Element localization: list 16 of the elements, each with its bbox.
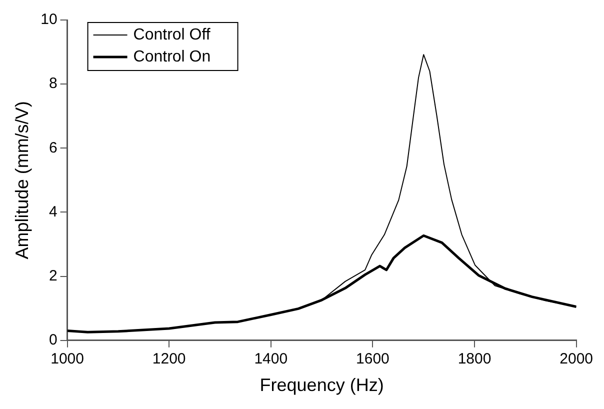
x-axis-title: Frequency (Hz) [260,375,384,396]
legend-label: Control On [133,48,211,66]
y-axis-title: Amplitude (mm/s/V) [12,101,32,260]
x-tick-label: 1800 [458,350,492,368]
x-tick-label: 1400 [254,350,288,368]
x-tick-label: 1600 [356,350,390,368]
y-tick-label: 10 [40,11,58,28]
legend-label: Control Off [133,26,211,44]
y-tick-label: 4 [48,203,58,220]
y-tick-label: 8 [48,75,58,92]
y-tick-label: 6 [48,139,58,156]
y-tick-label: 0 [48,332,58,349]
x-tick-label: 1200 [152,350,186,368]
y-tick-label: 2 [48,267,58,284]
x-tick-label: 1000 [50,350,84,368]
x-tick-label: 2000 [560,350,594,368]
